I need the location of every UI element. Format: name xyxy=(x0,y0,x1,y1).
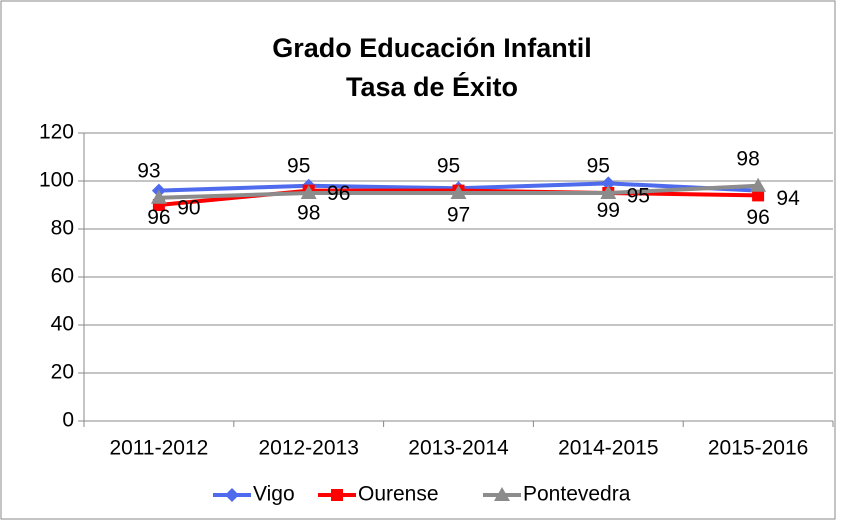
chart-subtitle: Tasa de Éxito xyxy=(346,71,518,102)
legend-marker xyxy=(494,487,510,501)
x-tick-label: 2013-2014 xyxy=(408,437,509,460)
y-tick-label: 100 xyxy=(39,169,74,192)
data-label: 97 xyxy=(447,204,470,227)
legend-label: Vigo xyxy=(253,483,295,506)
y-tick-label: 40 xyxy=(51,313,74,336)
x-tick-label: 2014-2015 xyxy=(558,437,658,460)
legend-marker xyxy=(331,489,343,501)
data-point xyxy=(450,185,467,199)
data-point xyxy=(601,176,616,191)
data-point xyxy=(752,189,765,202)
data-label: 96 xyxy=(147,206,170,229)
y-tick-label: 20 xyxy=(51,361,74,384)
x-tick-label: 2011-2012 xyxy=(109,437,208,460)
x-tick-label: 2015-2016 xyxy=(708,437,808,460)
data-label: 94 xyxy=(776,187,800,210)
data-point xyxy=(300,185,317,199)
data-label: 98 xyxy=(736,147,759,170)
legend-marker xyxy=(225,488,239,502)
y-tick-label: 60 xyxy=(51,265,74,288)
chart-title: Grado Educación Infantil xyxy=(272,33,592,63)
x-tick-label: 2012-2013 xyxy=(258,437,358,460)
data-label: 95 xyxy=(587,155,610,178)
data-label: 93 xyxy=(137,159,160,182)
y-tick-label: 0 xyxy=(62,409,74,432)
data-label: 90 xyxy=(177,197,200,220)
data-label: 96 xyxy=(746,206,769,229)
data-point xyxy=(750,177,767,192)
data-label: 95 xyxy=(627,185,650,208)
data-label: 95 xyxy=(287,155,310,178)
data-point xyxy=(600,185,617,199)
data-label: 95 xyxy=(437,155,460,178)
y-tick-label: 120 xyxy=(39,121,74,144)
data-label: 99 xyxy=(597,199,620,222)
data-point xyxy=(150,189,167,204)
data-label: 98 xyxy=(297,201,320,224)
y-tick-label: 80 xyxy=(51,217,74,240)
legend-label: Ourense xyxy=(358,483,439,506)
data-label: 96 xyxy=(327,182,350,205)
legend-label: Pontevedra xyxy=(523,483,631,506)
